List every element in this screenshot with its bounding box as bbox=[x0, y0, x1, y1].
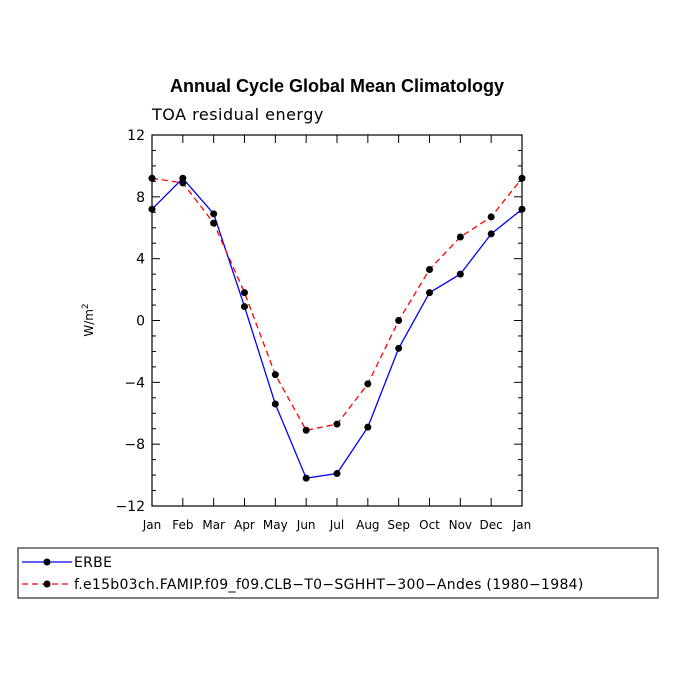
x-tick-label: Jul bbox=[329, 518, 344, 532]
x-tick-label: Jan bbox=[142, 518, 162, 532]
legend-marker-erbe bbox=[43, 558, 51, 566]
y-tick-label: −12 bbox=[115, 499, 145, 515]
y-tick-label: 4 bbox=[136, 252, 145, 268]
data-point-series-1 bbox=[210, 219, 218, 227]
data-point-series-0 bbox=[333, 470, 341, 478]
x-tick-label: May bbox=[263, 518, 288, 532]
series-line-0 bbox=[151, 177, 523, 479]
y-tick-labels: 12 8 4 0 −4 −8 −12 bbox=[115, 128, 145, 515]
legend-label-erbe: ERBE bbox=[74, 555, 112, 571]
data-point-series-0 bbox=[395, 344, 403, 352]
y-tick-label: 8 bbox=[136, 190, 145, 206]
data-point-series-0 bbox=[456, 270, 464, 278]
data-point-series-1 bbox=[302, 426, 310, 434]
data-point-series-1 bbox=[148, 174, 156, 182]
series-layer bbox=[148, 174, 526, 482]
x-tick-labels: Jan Feb Mar Apr May Jun Jul Aug Sep Oct Nov Dec Jan bbox=[142, 518, 532, 532]
y-tick-label: 0 bbox=[136, 314, 145, 330]
svg-text:W/m2: W/m2 bbox=[81, 303, 96, 336]
data-point-series-1 bbox=[487, 213, 495, 221]
x-tick-label: Aug bbox=[356, 518, 379, 532]
data-point-series-0 bbox=[518, 205, 526, 213]
data-point-series-1 bbox=[364, 380, 372, 388]
data-point-series-0 bbox=[487, 230, 495, 238]
legend-box bbox=[17, 547, 659, 599]
data-point-series-1 bbox=[395, 317, 403, 324]
data-point-series-0 bbox=[271, 400, 279, 408]
y-axis-label-text: W/m bbox=[82, 309, 96, 337]
data-point-series-0 bbox=[426, 289, 433, 297]
x-tick-label: Oct bbox=[419, 518, 440, 532]
y-tick-label: −8 bbox=[124, 437, 145, 453]
x-tick-label: Apr bbox=[234, 518, 255, 532]
data-point-series-0 bbox=[364, 423, 372, 431]
y-tick-label: 12 bbox=[127, 128, 145, 144]
plot-frame bbox=[151, 134, 523, 507]
x-tick-label: Sep bbox=[387, 518, 410, 532]
legend: ERBE f.e15b03ch.FAMIP.f09_f09.CLB−T0−SGH… bbox=[17, 547, 659, 599]
x-tick-label: Nov bbox=[449, 518, 472, 532]
data-point-series-0 bbox=[302, 474, 310, 482]
x-tick-label: Mar bbox=[202, 518, 225, 532]
data-point-series-0 bbox=[210, 210, 218, 218]
legend-label-model: f.e15b03ch.FAMIP.f09_f09.CLB−T0−SGHHT−30… bbox=[74, 577, 584, 593]
data-point-series-0 bbox=[148, 205, 156, 213]
data-point-series-1 bbox=[518, 174, 526, 182]
data-point-series-1 bbox=[179, 179, 187, 187]
data-point-series-1 bbox=[333, 420, 341, 428]
y-axis-label-superscript: 2 bbox=[81, 303, 91, 309]
data-point-series-1 bbox=[241, 289, 248, 297]
axis-ticks bbox=[151, 134, 523, 507]
data-point-series-1 bbox=[426, 265, 433, 273]
x-tick-label: Jun bbox=[296, 518, 316, 532]
chart-subtitle: TOA residual energy bbox=[151, 105, 324, 124]
series-line-1 bbox=[151, 177, 523, 432]
legend-marker-model bbox=[43, 580, 51, 588]
data-point-series-0 bbox=[241, 303, 248, 311]
y-axis-label: W/m2 bbox=[81, 303, 96, 336]
x-tick-label: Jan bbox=[512, 518, 532, 532]
x-tick-label: Dec bbox=[480, 518, 503, 532]
chart-title: Annual Cycle Global Mean Climatology bbox=[170, 76, 504, 96]
data-point-series-1 bbox=[271, 371, 279, 379]
data-point-series-1 bbox=[456, 233, 464, 241]
x-tick-label: Feb bbox=[172, 518, 193, 532]
y-tick-label: −4 bbox=[124, 375, 145, 391]
